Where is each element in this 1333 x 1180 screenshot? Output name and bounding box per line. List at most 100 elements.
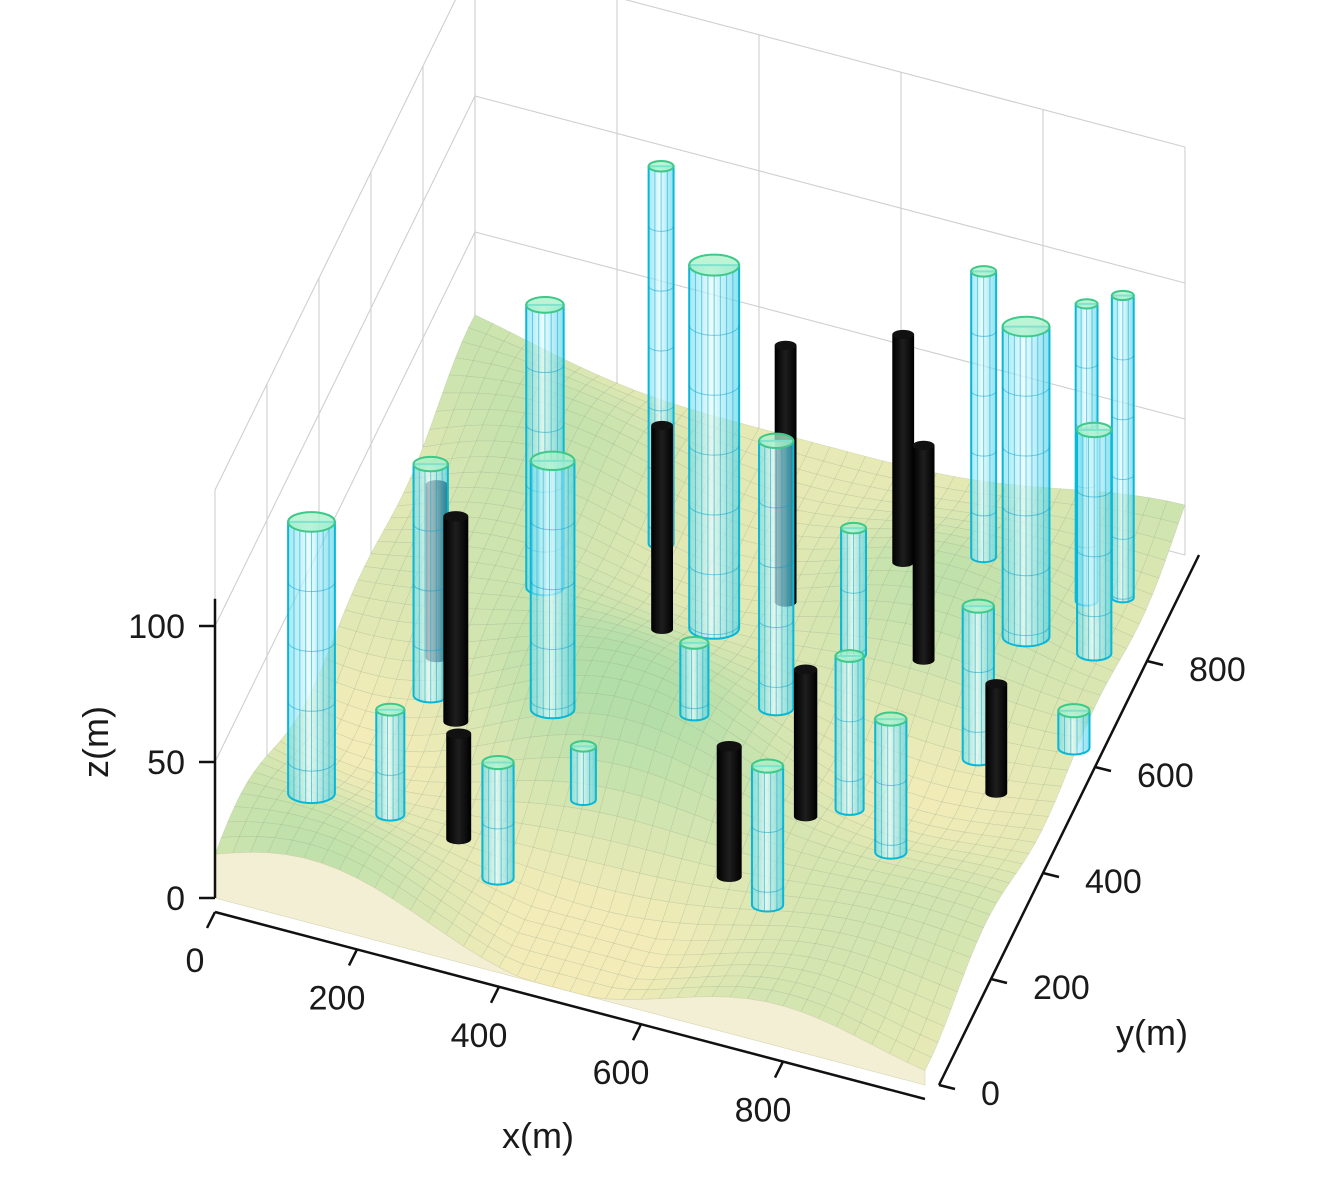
z-tick-label: 50	[147, 744, 185, 782]
obstacle-cylinder-top	[529, 450, 576, 472]
obstacle-cylinder-ring	[758, 560, 794, 569]
terrain-cell	[932, 984, 958, 1010]
grid-line-z	[214, 95, 476, 627]
obstacle-cylinder-ring	[525, 364, 565, 374]
obstacle-cylinder-ring	[970, 331, 997, 337]
obstacle-cylinder-top	[481, 754, 515, 771]
x-axis-tick	[347, 948, 359, 966]
obstacle-cylinder	[874, 711, 908, 860]
y-tick-label: 400	[1085, 863, 1142, 901]
threat-cylinder-top	[912, 440, 935, 450]
threat-cylinder	[892, 329, 915, 567]
obstacle-cylinder-top	[569, 740, 597, 753]
obstacle-cylinder	[750, 758, 785, 913]
obstacle-cylinder-ring	[525, 424, 565, 433]
y-axis-tick	[990, 977, 1008, 985]
y-tick-label: 800	[1189, 651, 1246, 689]
obstacle-cylinder	[688, 253, 741, 640]
obstacle-cylinder-ring	[1002, 386, 1050, 397]
grid-line-z	[214, 231, 476, 763]
obstacle-cylinder	[758, 432, 795, 717]
y-axis-tick	[1146, 659, 1164, 667]
obstacle-cylinder-top	[679, 635, 710, 650]
terrain-cell	[1108, 628, 1134, 649]
obstacle-cylinder-top	[834, 649, 865, 663]
obstacle-cylinder-top	[1110, 289, 1135, 302]
y-axis-tick	[1042, 871, 1060, 879]
threat-cylinder-body	[892, 334, 915, 567]
obstacle-cylinder-top	[412, 455, 449, 473]
obstacle-cylinder-ring	[287, 641, 336, 652]
obstacle-cylinder-ring	[962, 665, 995, 673]
threat-cylinder-body	[793, 669, 818, 822]
x-tick-label: 400	[451, 1017, 508, 1055]
obstacle-cylinder-ring	[1002, 565, 1050, 577]
obstacle-cylinder-top	[1076, 421, 1113, 439]
z-axis-label: z(m)	[75, 706, 116, 778]
x-axis-line	[214, 910, 926, 1101]
obstacle-cylinder-ring	[530, 580, 575, 591]
obstacle-cylinder-ring	[1076, 549, 1112, 558]
obstacle-cylinder	[840, 521, 868, 661]
obstacle-cylinder-ring	[679, 702, 709, 710]
threat-cylinder-top	[793, 664, 818, 675]
threat-cylinder-top	[443, 511, 469, 522]
threat-cylinder-body	[912, 445, 935, 665]
obstacle-cylinder-ring	[530, 640, 575, 651]
obstacle-cylinder	[1001, 315, 1051, 648]
obstacle-cylinder	[679, 635, 710, 722]
obstacle-cylinder-ring	[287, 581, 336, 593]
obstacle-cylinder-ring	[970, 450, 997, 457]
obstacle-cylinder-top	[688, 253, 741, 277]
obstacle-cylinder-body	[679, 641, 710, 722]
obstacle-cylinder	[412, 455, 449, 704]
threat-cylinder-top	[774, 340, 797, 350]
threat-cylinder	[443, 511, 469, 727]
obstacle-cylinder-top	[961, 598, 995, 614]
obstacle-cylinder-body	[834, 655, 865, 816]
obstacle-cylinder	[529, 450, 576, 720]
obstacle-cylinder-ring	[1111, 415, 1135, 421]
obstacle-cylinder-ring	[648, 405, 675, 412]
terrain-cell	[984, 877, 1010, 894]
obstacle-cylinder-body	[874, 718, 908, 860]
y-tick-label: 200	[1033, 969, 1090, 1007]
grid-line-z	[624, 0, 1186, 148]
obstacle-cylinder-top	[287, 511, 336, 533]
obstacle-cylinder-ring	[688, 444, 740, 456]
terrain-cell	[958, 920, 984, 943]
obstacle-cylinder-ring	[1076, 489, 1112, 498]
z-tick-label: 0	[166, 880, 185, 918]
obstacle-cylinder-ring	[840, 587, 867, 594]
threat-cylinder	[716, 740, 742, 882]
z-tick-label: 100	[128, 608, 185, 646]
y-axis-label: y(m)	[1116, 1012, 1188, 1053]
obstacle-cylinder-ring	[751, 825, 784, 833]
obstacle-cylinder-ring	[648, 345, 675, 352]
obstacle-cylinder	[375, 702, 406, 822]
threat-cylinder	[651, 420, 674, 635]
obstacle-cylinder-top	[1001, 315, 1051, 338]
obstacle-cylinder-ring	[835, 775, 865, 783]
obstacle-cylinder-top	[874, 711, 908, 727]
terrain-cell	[965, 908, 991, 929]
obstacle-cylinder-ring	[1111, 355, 1135, 361]
obstacle-cylinder-ring	[481, 822, 515, 830]
threat-cylinder-body	[651, 425, 674, 635]
obstacle-cylinder-top	[647, 160, 675, 173]
obstacle-cylinder-top	[970, 265, 998, 278]
y-axis-line	[937, 554, 1201, 1086]
obstacle-cylinder-ring	[970, 390, 997, 397]
x-axis-tick	[205, 911, 217, 929]
obstacle-cylinder-ring	[688, 624, 740, 636]
cylinders	[287, 160, 1135, 913]
grid-line-z	[214, 0, 456, 491]
terrain-cell	[991, 868, 1017, 884]
obstacle-cylinder-body	[481, 761, 515, 886]
obstacle-cylinder	[970, 265, 998, 564]
obstacle-cylinder-ring	[530, 520, 575, 531]
obstacle-cylinder-ring	[970, 510, 997, 517]
axes: 0 50 100 0 200 400 600 800 0 200 400 600 800	[128, 554, 1246, 1130]
y-axis-tick	[938, 1083, 956, 1091]
